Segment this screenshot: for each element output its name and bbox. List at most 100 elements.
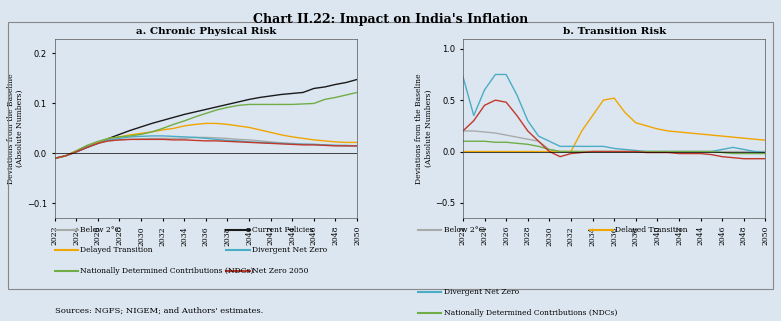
Line: Below 2°C: Below 2°C [463,131,765,152]
Delayed Transition [674,130,683,134]
Below 2°C [352,144,362,148]
Divergent Net Zero [750,150,759,153]
Delayed Transition [739,136,748,140]
Nationally Determined Contributions (NDCs) [115,135,124,139]
Current Policies [352,78,362,82]
Delayed Transition [147,130,156,134]
Delayed Transition [244,126,254,129]
Delayed Transition [234,124,243,128]
Divergent Net Zero [469,114,479,117]
Below 2°C [287,142,297,145]
Nationally Determined Contributions (NDCs) [331,96,341,100]
Below 2°C [50,156,59,160]
Delayed Transition [729,135,738,139]
Nationally Determined Contributions (NDCs) [320,98,330,101]
Current Policies [331,82,341,86]
Divergent Net Zero [599,144,608,148]
Net Zero 2050 [696,152,705,155]
Current Policies [298,91,308,94]
Delayed Transition [191,123,200,126]
Line: Nationally Determined Contributions (NDCs): Nationally Determined Contributions (NDC… [463,141,765,153]
Below 2°C [234,137,243,141]
Delayed Transition [158,128,167,132]
Delayed Transition [544,150,554,153]
Net Zero 2050 [61,154,70,158]
Current Policies [137,125,146,129]
Below 2°C [674,150,683,153]
Nationally Determined Contributions (NDCs) [685,150,694,153]
Current Policies [93,142,102,145]
Net Zero 2050 [212,139,221,143]
Below 2°C [180,136,189,140]
Net Zero 2050 [501,100,511,104]
Nationally Determined Contributions (NDCs) [469,139,479,143]
Delayed Transition [352,141,362,144]
Text: Net Zero 2050: Net Zero 2050 [252,267,308,275]
Current Policies [169,116,178,119]
Net Zero 2050 [458,129,468,133]
Divergent Net Zero [480,88,489,92]
Current Policies [244,98,254,101]
Net Zero 2050 [544,150,554,153]
Current Policies [234,100,243,104]
Divergent Net Zero [653,150,662,153]
Current Policies [180,112,189,116]
Net Zero 2050 [620,150,629,153]
Nationally Determined Contributions (NDCs) [588,150,597,153]
Below 2°C [761,150,770,153]
Net Zero 2050 [169,138,178,142]
Line: Divergent Net Zero: Divergent Net Zero [463,74,765,152]
Current Policies [147,121,156,125]
Nationally Determined Contributions (NDCs) [93,139,102,143]
Below 2°C [158,136,167,140]
Below 2°C [126,137,135,141]
Divergent Net Zero [685,150,694,153]
Below 2°C [577,150,587,153]
Text: Delayed Transition: Delayed Transition [615,226,688,233]
Below 2°C [555,150,565,153]
Delayed Transition [82,144,91,148]
Delayed Transition [620,110,629,114]
Below 2°C [631,150,640,153]
Net Zero 2050 [707,153,716,157]
Below 2°C [115,138,124,142]
Net Zero 2050 [609,150,619,153]
Delayed Transition [287,135,297,139]
Nationally Determined Contributions (NDCs) [609,150,619,153]
Net Zero 2050 [718,155,727,159]
Nationally Determined Contributions (NDCs) [223,106,232,109]
Below 2°C [588,150,597,153]
Divergent Net Zero [620,148,629,152]
Below 2°C [255,139,265,143]
Divergent Net Zero [718,148,727,152]
Delayed Transition [707,133,716,137]
Nationally Determined Contributions (NDCs) [599,150,608,153]
Below 2°C [729,150,738,153]
Delayed Transition [599,98,608,102]
Divergent Net Zero [147,134,156,138]
Divergent Net Zero [126,135,135,139]
Delayed Transition [534,150,544,153]
Delayed Transition [750,137,759,141]
Below 2°C [276,141,286,145]
Nationally Determined Contributions (NDCs) [750,152,759,155]
Delayed Transition [631,121,640,125]
Below 2°C [707,150,716,153]
Current Policies [158,118,167,122]
Net Zero 2050 [126,137,135,141]
Title: b. Transition Risk: b. Transition Risk [562,27,665,36]
Divergent Net Zero [93,142,102,145]
Delayed Transition [664,129,673,133]
Net Zero 2050 [512,114,522,117]
Delayed Transition [341,141,351,144]
Divergent Net Zero [50,156,59,160]
Net Zero 2050 [729,156,738,160]
Nationally Determined Contributions (NDCs) [61,154,70,158]
Delayed Transition [696,132,705,136]
Divergent Net Zero [276,142,286,145]
Delayed Transition [201,121,211,125]
Current Policies [287,91,297,95]
Net Zero 2050 [191,138,200,142]
Below 2°C [169,136,178,140]
Net Zero 2050 [298,143,308,147]
